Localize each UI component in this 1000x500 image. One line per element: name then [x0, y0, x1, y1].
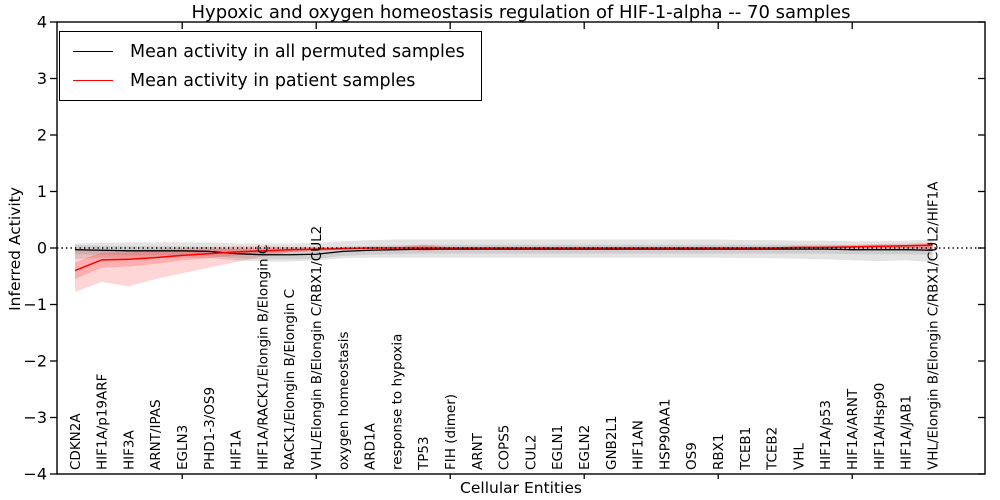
y-tick-label: 1 [37, 182, 47, 201]
permuted-band-outer [75, 239, 933, 263]
x-category-label: VHL [791, 443, 807, 470]
legend-label-permuted: Mean activity in all permuted samples [130, 41, 465, 62]
x-category-label: VHL/Elongin B/Elongin C/RBX1/CUL2 [309, 226, 325, 470]
x-category-label: HSP90AA1 [657, 399, 673, 470]
legend: Mean activity in all permuted samples Me… [59, 31, 482, 101]
x-category-label: TCEB2 [765, 427, 781, 471]
x-category-label: EGLN3 [175, 425, 191, 470]
x-category-label: HIF1A/RACK1/Elongin B/Elongin C [255, 245, 271, 470]
x-category-label: EGLN1 [550, 425, 566, 470]
x-axis-label: Cellular Entities [460, 479, 582, 497]
x-category-label: HIF1A/JAB1 [899, 395, 915, 470]
x-category-label: HIF1A/p19ARF [95, 374, 111, 470]
x-category-label: CDKN2A [68, 413, 84, 470]
y-tick-label: 4 [37, 13, 47, 32]
x-category-label: GNB2L1 [604, 415, 620, 470]
y-tick-label: −1 [23, 295, 47, 314]
y-tick-label: 2 [37, 126, 47, 145]
x-category-label: oxygen homeostasis [336, 332, 352, 471]
permuted-mean-line [74, 248, 933, 256]
legend-item-permuted: Mean activity in all permuted samples [73, 37, 465, 66]
x-category-label: COPS5 [497, 425, 513, 470]
x-category-label: HIF1A [229, 430, 245, 470]
patient-line-sample-icon [73, 80, 113, 81]
x-category-label: ARNT/IPAS [148, 399, 164, 470]
x-category-label: EGLN2 [577, 425, 593, 470]
y-axis-label: Inferred Activity [6, 187, 24, 311]
x-category-label: VHL/Elongin B/Elongin C/RBX1/CUL2/HIF1A [925, 181, 941, 470]
x-category-label: TCEB1 [738, 427, 754, 471]
y-tick-label: 0 [37, 239, 47, 258]
x-category-label: RACK1/Elongin B/Elongin C [282, 289, 298, 470]
x-category-label: HIF1AN [631, 420, 647, 470]
x-category-label: ARNT [470, 432, 486, 470]
y-tick-label: 3 [37, 69, 47, 88]
x-category-label: FIH (dimer) [443, 394, 459, 470]
x-category-label: HIF1A/p53 [818, 400, 834, 470]
y-tick-label: −4 [23, 465, 47, 484]
legend-item-patient: Mean activity in patient samples [73, 66, 465, 95]
x-category-label: HIF1A/Hsp90 [872, 383, 888, 470]
x-category-label: OS9 [684, 442, 700, 470]
x-category-label: PHD1-3/OS9 [202, 387, 218, 470]
chart-title: Hypoxic and oxygen homeostasis regulatio… [191, 2, 851, 23]
x-category-label: ARD1A [363, 422, 379, 470]
x-category-label: RBX1 [711, 434, 727, 470]
x-category-label: CUL2 [523, 435, 539, 470]
x-category-label: HIF3A [121, 430, 137, 470]
y-tick-label: −2 [23, 352, 47, 371]
x-category-label: HIF1A/ARNT [845, 388, 861, 470]
x-category-label: TP53 [416, 436, 432, 471]
permuted-line-sample-icon [73, 51, 113, 52]
legend-label-patient: Mean activity in patient samples [130, 70, 416, 91]
x-category-label: response to hypoxia [389, 334, 405, 470]
y-tick-label: −3 [23, 408, 47, 427]
